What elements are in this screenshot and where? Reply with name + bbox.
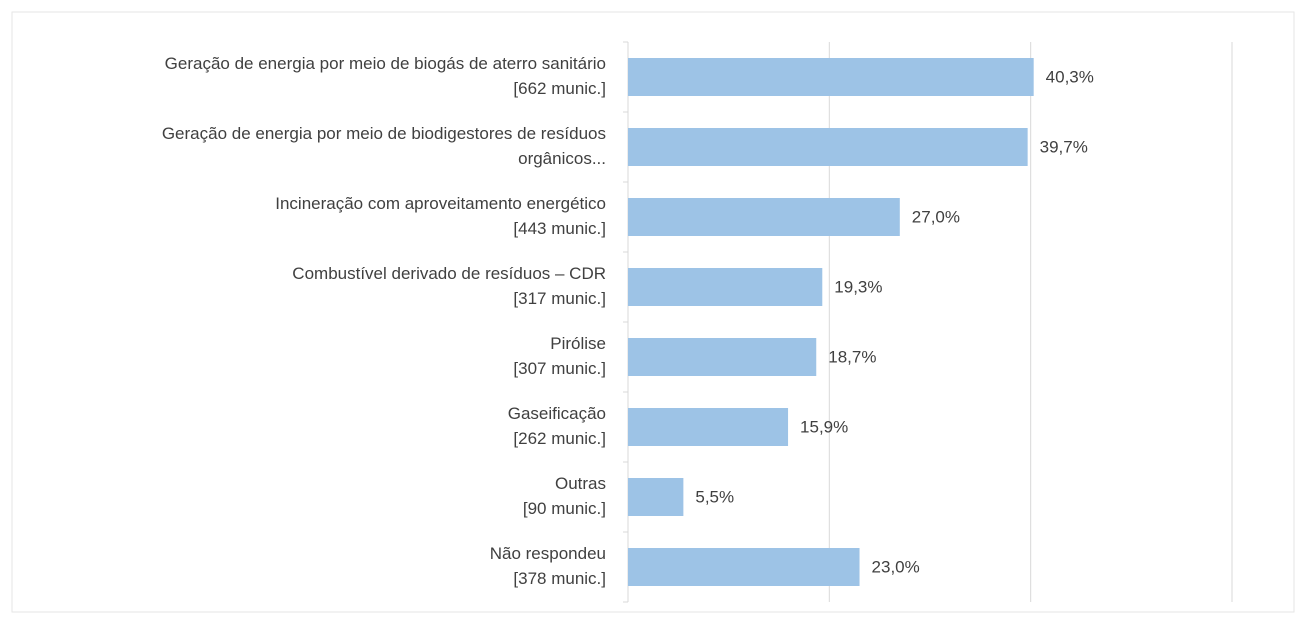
category-label: [307 munic.] (513, 359, 606, 378)
category-label: [443 munic.] (513, 219, 606, 238)
category-label: Gaseificação (508, 404, 606, 423)
category-label: Não respondeu (490, 544, 606, 563)
category-label: [662 munic.] (513, 79, 606, 98)
category-label: [378 munic.] (513, 569, 606, 588)
category-label: orgânicos... (518, 149, 606, 168)
category-label: [90 munic.] (523, 499, 606, 518)
bar (628, 128, 1028, 166)
data-label: 5,5% (695, 487, 734, 506)
data-label: 39,7% (1040, 137, 1088, 156)
category-label: Incineração com aproveitamento energétic… (275, 194, 606, 213)
frame (11, 11, 1295, 613)
category-label: Geração de energia por meio de biodigest… (162, 124, 606, 143)
data-label: 23,0% (872, 557, 920, 576)
data-label: 15,9% (800, 417, 848, 436)
bar (628, 58, 1034, 96)
bar (628, 478, 684, 516)
category-label: Geração de energia por meio de biogás de… (165, 54, 606, 73)
data-label: 18,7% (828, 347, 876, 366)
bar (628, 408, 789, 446)
category-label: [317 munic.] (513, 289, 606, 308)
data-label: 40,3% (1046, 67, 1094, 86)
data-label: 19,3% (834, 277, 882, 296)
category-label: [262 munic.] (513, 429, 606, 448)
category-label: Outras (555, 474, 606, 493)
category-label: Combustível derivado de resíduos – CDR (292, 264, 606, 283)
bar (628, 548, 860, 586)
bar (628, 338, 817, 376)
data-label: 27,0% (912, 207, 960, 226)
bar (628, 198, 900, 236)
bar (628, 268, 823, 306)
category-label: Pirólise (550, 334, 606, 353)
